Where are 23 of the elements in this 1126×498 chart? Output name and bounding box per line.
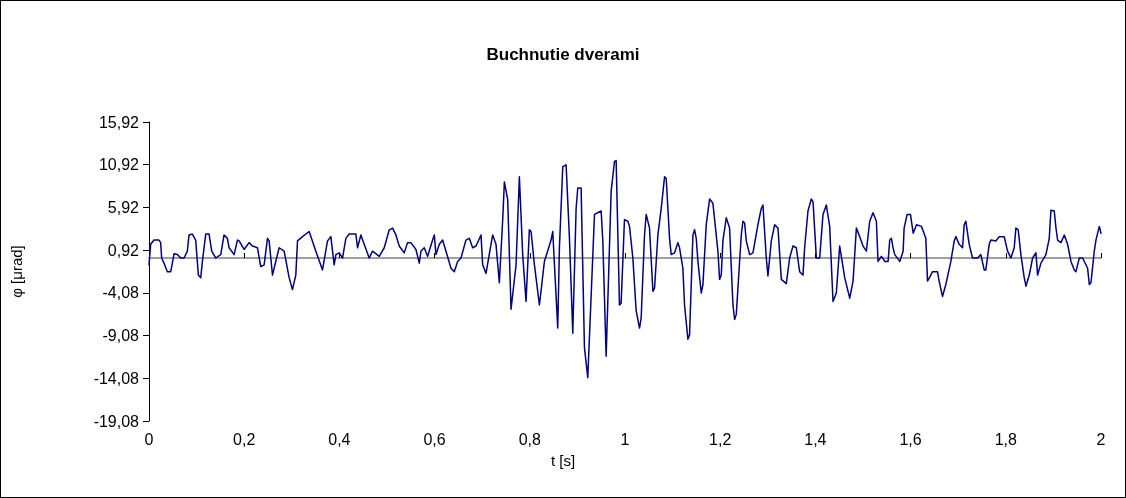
line-series [148, 159, 1102, 379]
y-tick-label: -9,08 [102, 327, 140, 345]
x-tick-label: 0 [144, 430, 154, 448]
x-tick-label: 1 [620, 430, 630, 448]
x-tick-label: 2 [1096, 430, 1106, 448]
x-tick-label: 0,6 [423, 430, 446, 448]
x-tick-label: 0,4 [328, 430, 351, 448]
y-tick-label: 0,92 [107, 241, 140, 259]
y-tick-label: 5,92 [107, 198, 140, 216]
y-tick-label: -4,08 [102, 284, 140, 302]
y-tick-label: -19,08 [93, 412, 140, 430]
x-tick-label: 1,2 [709, 430, 732, 448]
x-tick-label: 1,4 [804, 430, 827, 448]
x-tick-label: 0,8 [518, 430, 542, 448]
x-tick-label: 1,8 [994, 430, 1018, 448]
x-axis-title: t [s] [550, 452, 576, 469]
x-tick-label: 0,2 [233, 430, 256, 448]
chart-title: Buchnutie dverami [486, 45, 640, 64]
x-tick-label: 1,6 [899, 430, 922, 448]
y-tick-label: 15,92 [98, 113, 140, 131]
y-tick-label: -14,08 [93, 369, 140, 387]
y-tick-label: 10,92 [98, 156, 140, 174]
y-axis-title: φ [μrad] [8, 245, 25, 298]
